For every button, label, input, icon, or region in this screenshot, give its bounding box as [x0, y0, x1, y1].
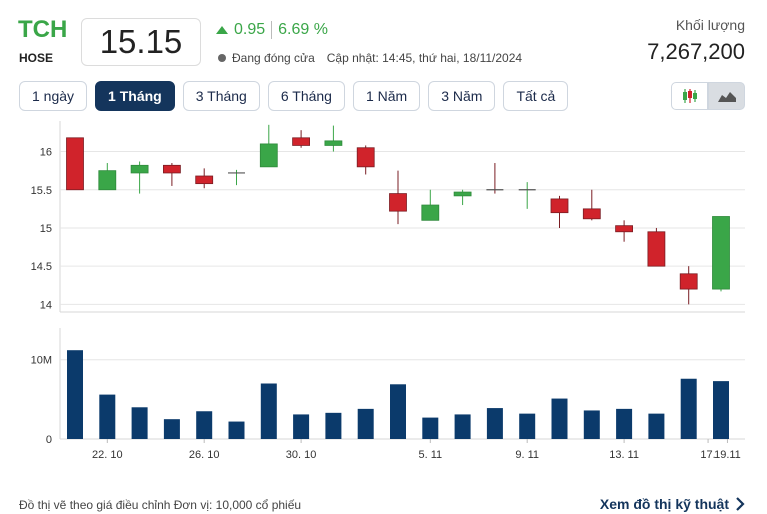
- volume-bar: [325, 412, 342, 439]
- chart-footnote: Đồ thị vẽ theo giá điều chỉnh Đơn vị: 10…: [19, 498, 302, 512]
- candle-body: [453, 191, 472, 197]
- date-axis: 22. 10 26. 10 30. 10 5. 11 9. 11 13. 11 17.19.…: [92, 439, 741, 461]
- price-tick-label: 15: [40, 223, 52, 235]
- current-price: 15.15: [81, 18, 201, 66]
- candle-body: [292, 137, 311, 146]
- chart-type-toggle: [671, 82, 745, 110]
- date-tick-label: 17.: [700, 449, 715, 461]
- volume-bar: [67, 350, 83, 439]
- candle-body: [712, 216, 730, 290]
- candle-body: [195, 175, 214, 185]
- date-tick-label: 9. 11: [515, 449, 539, 461]
- price-change: 0.95 6.69 %: [216, 21, 328, 39]
- volume-tick-label: 10M: [31, 355, 52, 367]
- technical-chart-label: Xem đồ thị kỹ thuật: [599, 496, 729, 512]
- tab-1-month[interactable]: 1 Tháng: [95, 81, 175, 111]
- candle-body: [130, 164, 149, 174]
- volume-bar: [390, 384, 406, 439]
- tab-1-day[interactable]: 1 ngày: [19, 81, 88, 111]
- candle-body: [647, 231, 666, 267]
- update-time: Cập nhật: 14:45, thứ hai, 18/11/2024: [326, 51, 523, 65]
- candlestick-button[interactable]: [671, 82, 708, 110]
- period-tabs: 1 ngày 1 Tháng 3 Tháng 6 Tháng 1 Năm 3 N…: [19, 81, 569, 111]
- candle-body: [356, 147, 375, 168]
- candle-body: [679, 273, 698, 290]
- candle-body: [162, 164, 181, 174]
- tab-1-year[interactable]: 1 Năm: [352, 81, 421, 111]
- change-percent: 6.69 %: [278, 21, 328, 38]
- candle-body: [421, 204, 440, 221]
- volume-bar: [260, 383, 277, 439]
- candle-body: [98, 170, 117, 191]
- candle-body: [389, 193, 407, 212]
- candles: [66, 124, 730, 305]
- price-tick-label: 14: [40, 299, 52, 311]
- price-chart: 14 14.5 15 15.5 16 0 10M 22. 10 26. 10 30. 10 5.…: [31, 121, 745, 461]
- date-tick-label: 5. 11: [418, 449, 442, 461]
- ticker-symbol: TCH: [18, 16, 68, 43]
- chevron-right-icon: [736, 497, 745, 511]
- date-tick-label: 22. 10: [92, 449, 123, 461]
- date-tick-label: 30. 10: [286, 449, 317, 461]
- volume-bar: [196, 411, 213, 439]
- volume-bar: [551, 398, 568, 439]
- area-chart-icon: [717, 92, 736, 102]
- volume-bar: [616, 408, 633, 439]
- change-value: 0.95: [234, 21, 266, 38]
- volume-bar: [583, 410, 600, 439]
- change-divider: [271, 21, 273, 39]
- volume-bar: [99, 394, 116, 439]
- candle-body: [324, 140, 343, 146]
- tab-3-years[interactable]: 3 Năm: [428, 81, 496, 111]
- date-tick-label: 19.11: [714, 449, 741, 461]
- volume-value: 7,267,200: [647, 39, 745, 64]
- up-arrow-icon: [216, 26, 228, 34]
- volume-bar: [422, 417, 439, 439]
- technical-chart-link[interactable]: Xem đồ thị kỹ thuật: [600, 496, 745, 512]
- volume-bar: [228, 421, 245, 439]
- volume-bar: [486, 408, 503, 439]
- volume-tick-label: 0: [46, 434, 52, 446]
- volume-bar: [293, 414, 310, 439]
- area-chart-button[interactable]: [708, 82, 745, 110]
- candle-body: [259, 143, 278, 168]
- volume-bar: [357, 408, 374, 439]
- price-axis: 14 14.5 15 15.5 16: [31, 147, 52, 312]
- volume-bar: [648, 413, 665, 439]
- volume-bar: [163, 419, 180, 439]
- tab-all[interactable]: Tất cả: [503, 81, 569, 111]
- volume-bar: [131, 407, 148, 439]
- candlestick-icon: [682, 89, 697, 103]
- candle-body: [66, 137, 84, 191]
- volume-label: Khối lượng: [675, 17, 745, 33]
- status-text: Đang đóng cửa: [232, 51, 315, 65]
- tab-6-months[interactable]: 6 Tháng: [267, 81, 345, 111]
- tab-3-months[interactable]: 3 Tháng: [182, 81, 260, 111]
- volume-bars: [67, 350, 729, 439]
- market-status: Đang đóng cửa Cập nhật: 14:45, thứ hai, …: [218, 51, 522, 65]
- price-tick-label: 14.5: [31, 261, 52, 273]
- candle-body: [582, 208, 601, 220]
- price-tick-label: 16: [40, 147, 52, 159]
- volume-bar: [713, 381, 729, 439]
- candle-body: [615, 225, 633, 233]
- volume-bar: [454, 414, 471, 439]
- exchange-label: HOSE: [19, 51, 54, 65]
- candle-body: [550, 198, 569, 214]
- status-dot-icon: [218, 54, 226, 62]
- volume-bar: [519, 413, 536, 439]
- date-tick-label: 26. 10: [189, 449, 220, 461]
- date-tick-label: 13. 11: [609, 449, 639, 461]
- volume-axis: 0 10M: [31, 355, 52, 446]
- price-tick-label: 15.5: [31, 185, 52, 197]
- volume-bar: [680, 378, 697, 439]
